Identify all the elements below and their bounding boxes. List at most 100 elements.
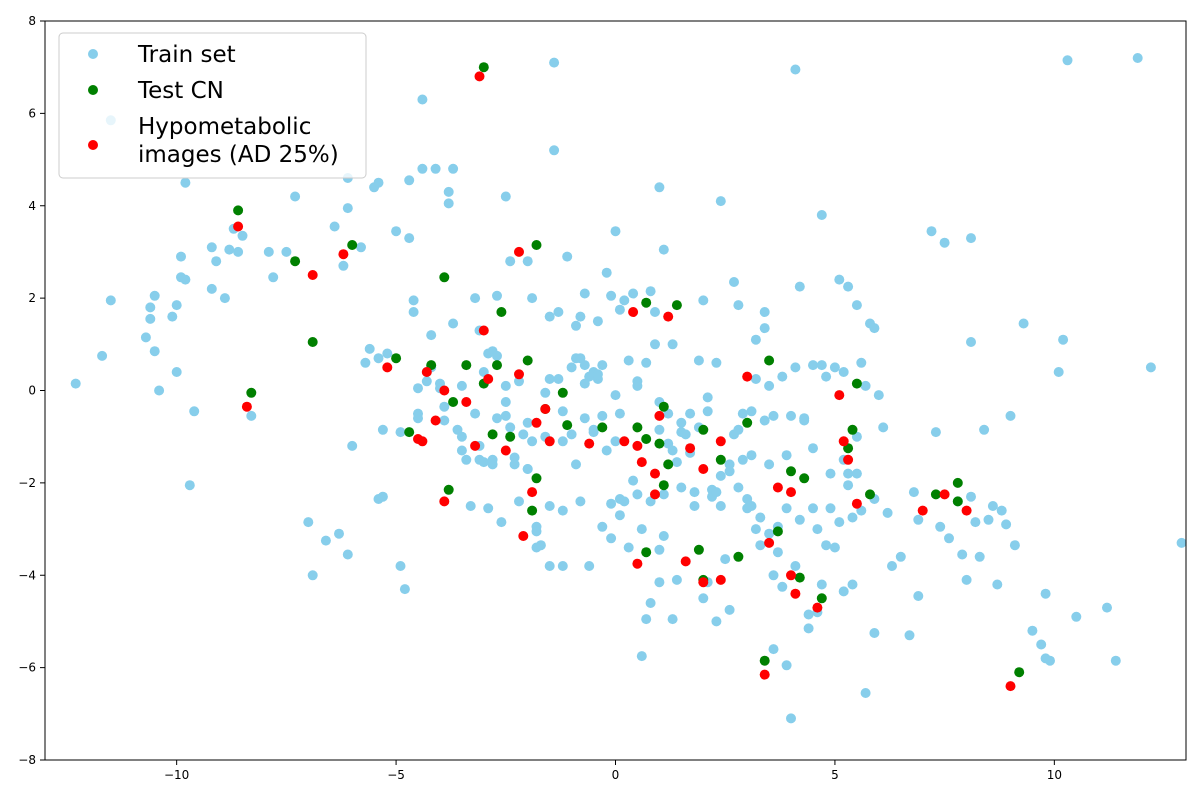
data-point bbox=[715, 196, 726, 207]
data-point bbox=[764, 459, 775, 470]
data-point bbox=[421, 367, 432, 377]
data-point bbox=[176, 251, 186, 262]
data-point bbox=[307, 270, 318, 280]
data-point bbox=[307, 337, 318, 347]
data-point bbox=[505, 256, 516, 267]
data-point bbox=[628, 307, 639, 317]
data-point bbox=[698, 577, 709, 588]
data-point bbox=[799, 413, 810, 424]
data-point bbox=[584, 561, 595, 571]
data-point bbox=[417, 436, 428, 447]
data-point bbox=[443, 198, 454, 209]
data-point bbox=[483, 374, 494, 384]
legend-label: Test CN bbox=[137, 78, 224, 104]
y-tick-label: −2 bbox=[18, 476, 36, 490]
data-point bbox=[926, 226, 937, 237]
data-point bbox=[992, 579, 1003, 590]
data-point bbox=[930, 489, 941, 500]
legend-label: Train set bbox=[137, 42, 236, 68]
data-point bbox=[878, 422, 889, 433]
data-point bbox=[812, 524, 823, 535]
data-point bbox=[535, 540, 546, 551]
data-point bbox=[996, 505, 1007, 516]
data-point bbox=[641, 357, 652, 368]
x-tick-label: −10 bbox=[164, 768, 189, 782]
data-point bbox=[702, 406, 713, 417]
data-point bbox=[829, 542, 840, 553]
data-point bbox=[970, 517, 981, 528]
data-point bbox=[781, 503, 792, 514]
data-point bbox=[759, 323, 770, 334]
data-point bbox=[838, 586, 849, 597]
y-tick-label: 6 bbox=[28, 106, 36, 120]
data-point bbox=[601, 445, 612, 456]
data-point bbox=[957, 549, 968, 560]
data-point bbox=[505, 431, 516, 442]
data-point bbox=[843, 454, 854, 465]
data-point bbox=[544, 374, 555, 384]
data-point bbox=[654, 182, 665, 193]
data-point bbox=[373, 177, 384, 188]
data-point bbox=[606, 498, 617, 509]
legend-marker bbox=[88, 85, 98, 95]
data-point bbox=[654, 438, 665, 449]
data-point bbox=[799, 473, 810, 484]
data-point bbox=[206, 242, 217, 253]
data-point bbox=[579, 360, 590, 371]
data-point bbox=[667, 614, 678, 625]
data-point bbox=[724, 604, 735, 615]
data-point bbox=[180, 177, 191, 188]
data-point bbox=[487, 454, 498, 465]
data-point bbox=[562, 420, 573, 431]
data-point bbox=[908, 487, 919, 498]
data-point bbox=[645, 286, 656, 297]
data-point bbox=[211, 256, 222, 267]
data-point bbox=[650, 307, 660, 317]
data-point bbox=[584, 438, 595, 449]
data-point bbox=[1036, 639, 1047, 650]
data-point bbox=[399, 584, 410, 595]
x-tick-label: 10 bbox=[1047, 768, 1062, 782]
data-point bbox=[500, 410, 511, 421]
data-point bbox=[882, 507, 893, 518]
data-point bbox=[408, 295, 419, 306]
legend-label: Hypometabolic images (AD 25%) bbox=[138, 114, 339, 168]
data-point bbox=[619, 295, 630, 306]
data-point bbox=[887, 561, 897, 571]
data-point bbox=[97, 350, 108, 361]
data-point bbox=[979, 424, 990, 435]
data-point bbox=[860, 380, 871, 391]
data-point bbox=[246, 410, 257, 421]
data-point bbox=[658, 401, 669, 412]
data-point bbox=[834, 390, 845, 401]
data-point bbox=[404, 427, 415, 438]
data-point bbox=[680, 429, 691, 440]
data-point bbox=[843, 468, 854, 479]
data-point bbox=[812, 602, 823, 613]
data-point bbox=[522, 464, 533, 474]
data-point bbox=[698, 295, 709, 306]
data-point bbox=[413, 383, 423, 394]
data-point bbox=[527, 487, 538, 498]
data-point bbox=[233, 221, 244, 232]
data-point bbox=[843, 480, 854, 491]
data-point bbox=[851, 300, 862, 311]
data-point bbox=[636, 457, 647, 468]
data-point bbox=[342, 203, 353, 214]
data-point bbox=[645, 598, 656, 608]
data-point bbox=[492, 360, 502, 371]
data-point bbox=[821, 371, 832, 382]
data-point bbox=[952, 477, 963, 488]
data-point bbox=[342, 549, 353, 560]
data-point bbox=[781, 660, 792, 671]
data-point bbox=[790, 588, 801, 599]
data-point bbox=[531, 473, 542, 484]
data-point bbox=[614, 510, 625, 521]
data-point bbox=[764, 537, 775, 548]
data-point bbox=[439, 272, 450, 283]
data-point bbox=[1040, 588, 1051, 599]
data-point bbox=[478, 62, 489, 73]
data-point bbox=[860, 688, 871, 698]
data-point bbox=[632, 376, 643, 387]
data-point bbox=[430, 415, 441, 426]
